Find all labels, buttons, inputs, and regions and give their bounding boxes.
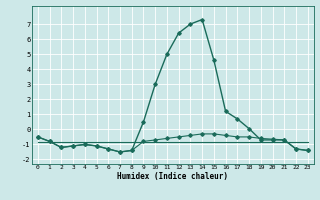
X-axis label: Humidex (Indice chaleur): Humidex (Indice chaleur) (117, 172, 228, 181)
